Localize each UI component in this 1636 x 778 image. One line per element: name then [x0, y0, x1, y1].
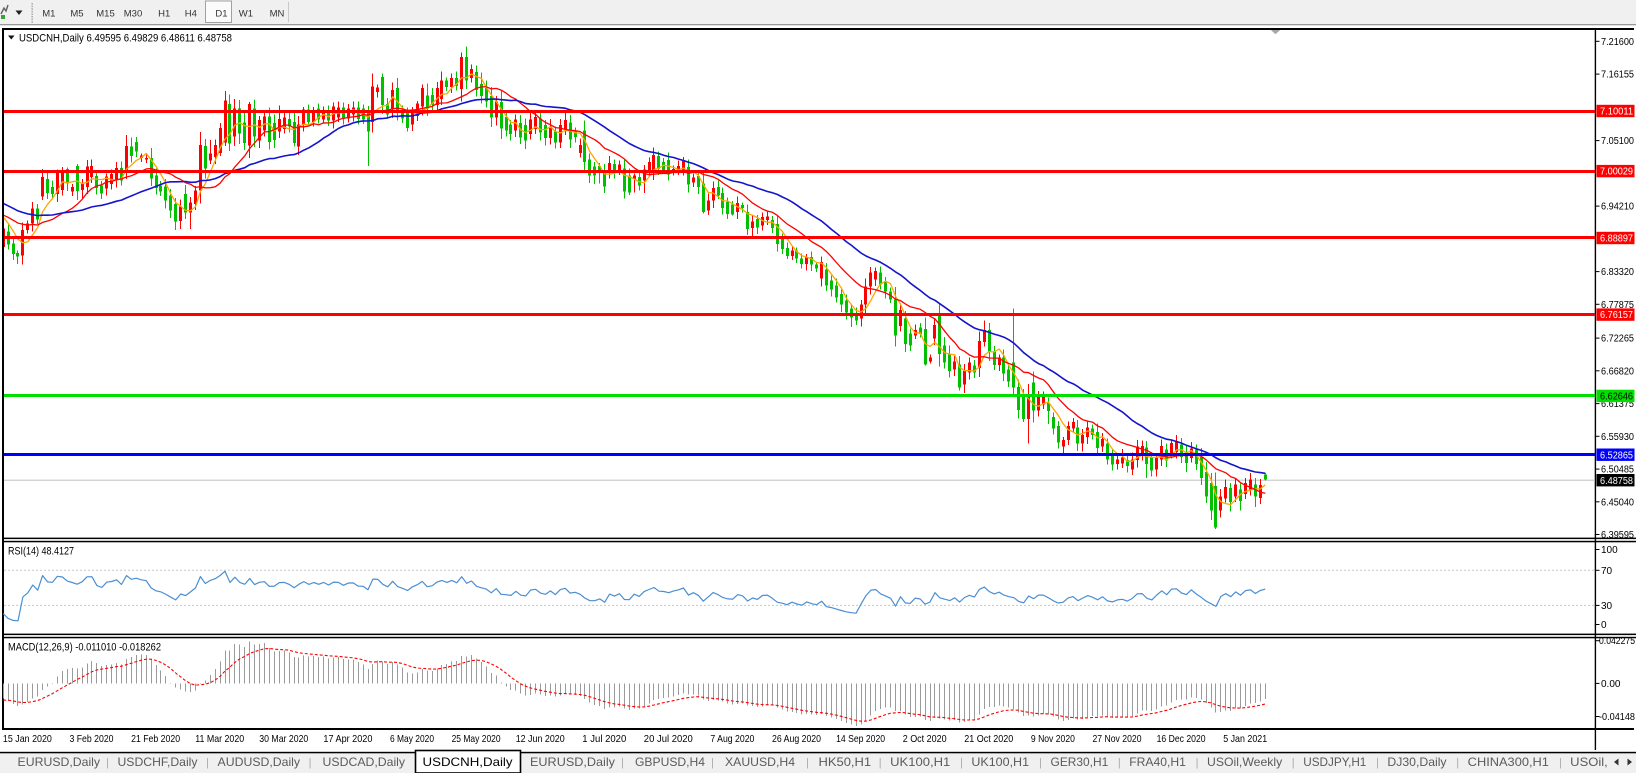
svg-text:7 Aug 2020: 7 Aug 2020	[710, 733, 754, 745]
svg-text:0.00: 0.00	[1601, 679, 1621, 690]
svg-text:70: 70	[1601, 566, 1613, 577]
svg-text:XAUUSD,H4: XAUUSD,H4	[725, 755, 795, 769]
svg-text:6.39595: 6.39595	[1601, 530, 1634, 541]
svg-text:100: 100	[1601, 545, 1618, 556]
svg-text:USDCHF,Daily: USDCHF,Daily	[118, 755, 198, 769]
svg-text:FRA40,H1: FRA40,H1	[1129, 755, 1186, 769]
svg-text:27 Nov 2020: 27 Nov 2020	[1093, 733, 1142, 745]
svg-text:H4: H4	[185, 9, 197, 20]
svg-text:DJ30,Daily: DJ30,Daily	[1387, 755, 1446, 769]
svg-text:6.77875: 6.77875	[1601, 300, 1634, 311]
svg-text:-0.04148: -0.04148	[1599, 712, 1635, 723]
svg-text:M5: M5	[70, 9, 83, 20]
svg-text:6.76157: 6.76157	[1600, 310, 1633, 321]
svg-text:MACD(12,26,9) -0.011010 -0.018: MACD(12,26,9) -0.011010 -0.018262	[8, 642, 161, 654]
svg-text:14 Sep 2020: 14 Sep 2020	[836, 733, 885, 745]
svg-text:M1: M1	[42, 9, 55, 20]
svg-text:7.16155: 7.16155	[1601, 70, 1634, 81]
svg-text:H1: H1	[158, 9, 170, 20]
svg-text:7.10011: 7.10011	[1600, 107, 1633, 118]
svg-text:1 Jul 2020: 1 Jul 2020	[582, 733, 626, 745]
svg-text:|: |	[621, 757, 624, 769]
svg-text:2 Oct 2020: 2 Oct 2020	[903, 733, 947, 745]
svg-text:MN: MN	[270, 9, 285, 20]
svg-text:USDCAD,Daily: USDCAD,Daily	[323, 755, 406, 769]
svg-text:6 May 2020: 6 May 2020	[390, 733, 434, 745]
svg-text:CHINA300,H1: CHINA300,H1	[1468, 755, 1550, 769]
svg-text:6.48758: 6.48758	[1600, 476, 1633, 487]
svg-text:EURUSD,Daily: EURUSD,Daily	[530, 755, 615, 769]
svg-text:W1: W1	[239, 9, 253, 20]
svg-text:GER30,H1: GER30,H1	[1051, 755, 1109, 769]
svg-text:USOil,: USOil,	[1570, 755, 1608, 769]
svg-text:6.66820: 6.66820	[1601, 366, 1634, 377]
svg-text:|: |	[1559, 757, 1562, 769]
svg-text:6.62646: 6.62646	[1600, 392, 1633, 403]
svg-text:25 May 2020: 25 May 2020	[452, 733, 501, 745]
svg-text:7.05100: 7.05100	[1601, 136, 1634, 147]
svg-text:|: |	[879, 757, 882, 769]
svg-text:6.88897: 6.88897	[1600, 234, 1633, 245]
svg-text:7.21600: 7.21600	[1601, 37, 1634, 48]
svg-text:EURUSD,Daily: EURUSD,Daily	[18, 755, 101, 769]
svg-text:6.72265: 6.72265	[1601, 334, 1634, 345]
svg-text:6.50485: 6.50485	[1601, 465, 1634, 476]
svg-text:7.00029: 7.00029	[1600, 167, 1633, 178]
svg-text:|: |	[206, 757, 209, 769]
svg-text:GBPUSD,H4: GBPUSD,H4	[635, 755, 705, 769]
svg-text:26 Aug 2020: 26 Aug 2020	[772, 733, 821, 745]
svg-text:|: |	[806, 757, 809, 769]
svg-text:|: |	[960, 757, 963, 769]
svg-text:6.83320: 6.83320	[1601, 267, 1634, 278]
svg-text:11 Mar 2020: 11 Mar 2020	[195, 733, 244, 745]
svg-text:|: |	[1039, 757, 1042, 769]
svg-text:|: |	[1292, 757, 1295, 769]
svg-text:|: |	[711, 757, 714, 769]
svg-text:|: |	[1118, 757, 1121, 769]
svg-text:3 Feb 2020: 3 Feb 2020	[70, 733, 114, 745]
svg-text:USDCNH,Daily: USDCNH,Daily	[423, 755, 513, 769]
svg-text:30 Mar 2020: 30 Mar 2020	[259, 733, 308, 745]
svg-text:D1: D1	[215, 9, 227, 20]
svg-text:UK100,H1: UK100,H1	[971, 755, 1029, 769]
svg-text:0: 0	[1601, 620, 1607, 631]
svg-text:|: |	[309, 757, 312, 769]
svg-text:20 Jul 2020: 20 Jul 2020	[644, 733, 693, 745]
svg-text:15 Jan 2020: 15 Jan 2020	[3, 733, 52, 745]
svg-text:RSI(14) 48.4127: RSI(14) 48.4127	[8, 546, 74, 558]
svg-text:6.61375: 6.61375	[1601, 399, 1634, 410]
svg-text:USDCNH,Daily 6.49595 6.49829: USDCNH,Daily 6.49595 6.49829 6.48611 6.4…	[19, 33, 232, 45]
svg-text:6.94210: 6.94210	[1601, 202, 1634, 213]
svg-text:AUDUSD,Daily: AUDUSD,Daily	[218, 755, 301, 769]
svg-text:|: |	[106, 757, 109, 769]
svg-text:5 Jan 2021: 5 Jan 2021	[1223, 733, 1267, 745]
svg-text:9 Nov 2020: 9 Nov 2020	[1031, 733, 1075, 745]
svg-text:21 Feb 2020: 21 Feb 2020	[131, 733, 180, 745]
svg-text:M15: M15	[96, 9, 114, 20]
svg-text:|: |	[1196, 757, 1199, 769]
svg-text:6.55930: 6.55930	[1601, 432, 1634, 443]
svg-text:HK50,H1: HK50,H1	[819, 755, 872, 769]
svg-text:USDJPY,H1: USDJPY,H1	[1303, 755, 1366, 769]
svg-text:21 Oct 2020: 21 Oct 2020	[964, 733, 1013, 745]
svg-text:6.52865: 6.52865	[1600, 450, 1633, 461]
svg-text:16 Dec 2020: 16 Dec 2020	[1157, 733, 1206, 745]
svg-text:17 Apr 2020: 17 Apr 2020	[323, 733, 372, 745]
svg-text:|: |	[1456, 757, 1459, 769]
svg-text:USOil,Weekly: USOil,Weekly	[1207, 755, 1282, 769]
svg-text:M30: M30	[124, 9, 142, 20]
svg-text:|: |	[1376, 757, 1379, 769]
svg-text:0.042275: 0.042275	[1599, 636, 1635, 647]
svg-text:6.45040: 6.45040	[1601, 497, 1634, 508]
svg-text:12 Jun 2020: 12 Jun 2020	[516, 733, 565, 745]
svg-text:UK100,H1: UK100,H1	[890, 755, 950, 769]
svg-text:30: 30	[1601, 601, 1613, 612]
